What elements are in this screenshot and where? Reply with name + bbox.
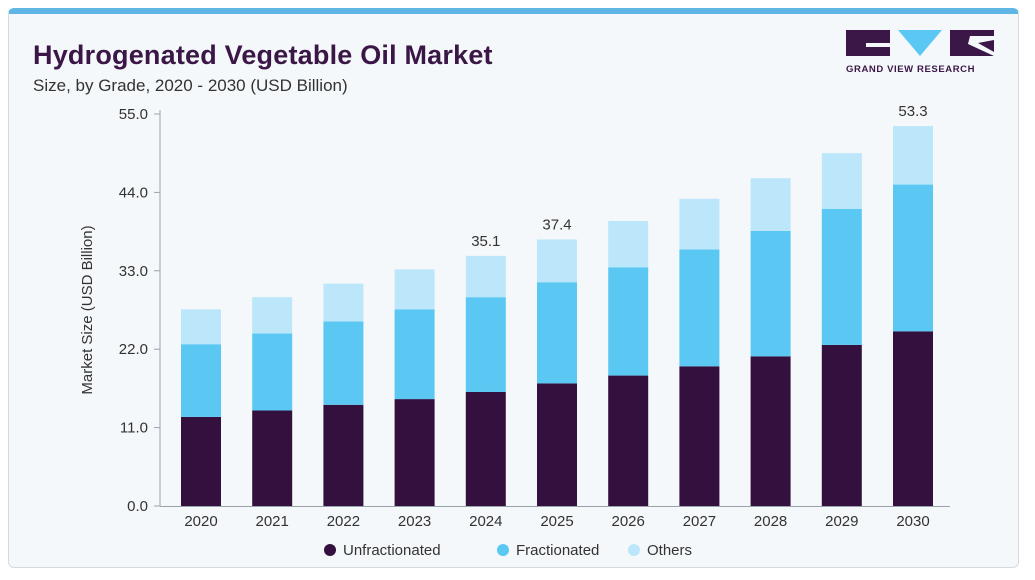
logo-text: GRAND VIEW RESEARCH bbox=[846, 64, 976, 75]
legend-label-others: Others bbox=[647, 542, 692, 559]
legend-label-fractionated: Fractionated bbox=[516, 542, 599, 559]
bar-segment-unfractionated-2020 bbox=[181, 416, 221, 506]
bar-segment-fractionated-2024 bbox=[465, 297, 506, 392]
bar-segment-unfractionated-2025 bbox=[537, 383, 577, 506]
y-tick-label: 44.0 bbox=[119, 184, 148, 201]
x-tick-label: 2027 bbox=[683, 513, 716, 530]
total-label-2024: 35.1 bbox=[471, 233, 500, 250]
bar-segment-fractionated-2025 bbox=[537, 282, 577, 384]
bar-segment-fractionated-2029 bbox=[821, 208, 862, 345]
bar-segment-unfractionated-2028 bbox=[750, 356, 791, 506]
x-tick-label: 2023 bbox=[398, 513, 431, 530]
legend-marker-unfractionated bbox=[324, 544, 336, 556]
bar-segment-unfractionated-2021 bbox=[252, 410, 293, 506]
bar-segment-fractionated-2030 bbox=[893, 184, 933, 332]
y-tick-label: 0.0 bbox=[127, 498, 148, 515]
x-tick-label: 2029 bbox=[825, 513, 858, 530]
x-tick-label: 2022 bbox=[327, 513, 360, 530]
bar-segment-fractionated-2023 bbox=[394, 309, 435, 400]
y-tick-label: 11.0 bbox=[120, 420, 148, 437]
bar-segment-others-2023 bbox=[394, 269, 435, 310]
bar-segment-fractionated-2028 bbox=[750, 230, 791, 357]
bar-segment-others-2027 bbox=[679, 198, 720, 250]
y-tick-label: 22.0 bbox=[119, 341, 148, 358]
bar-segment-fractionated-2026 bbox=[608, 267, 649, 376]
x-tick-label: 2026 bbox=[612, 513, 645, 530]
bar-segment-unfractionated-2023 bbox=[394, 399, 435, 506]
bar-segment-others-2022 bbox=[323, 283, 364, 322]
x-tick-label: 2021 bbox=[256, 513, 289, 530]
x-tick-label: 2024 bbox=[469, 513, 502, 530]
y-tick-label: 33.0 bbox=[119, 263, 148, 280]
bar-segment-others-2020 bbox=[181, 309, 221, 345]
bar-segment-others-2030 bbox=[893, 126, 933, 185]
bar-segment-unfractionated-2024 bbox=[465, 391, 506, 506]
chart-subtitle: Size, by Grade, 2020 - 2030 (USD Billion… bbox=[33, 76, 348, 95]
bar-segment-unfractionated-2026 bbox=[608, 375, 649, 506]
chart-title: Hydrogenated Vegetable Oil Market bbox=[33, 40, 493, 70]
x-tick-label: 2028 bbox=[754, 513, 787, 530]
bar-segment-others-2026 bbox=[608, 220, 649, 268]
bar-segment-fractionated-2020 bbox=[181, 344, 221, 417]
legend-marker-fractionated bbox=[497, 544, 509, 556]
bar-segment-fractionated-2022 bbox=[323, 321, 364, 405]
bar-segment-others-2029 bbox=[821, 153, 862, 209]
bar-segment-others-2028 bbox=[750, 178, 791, 231]
logo-mark-icon bbox=[846, 30, 994, 56]
total-label-2030: 53.3 bbox=[898, 103, 927, 120]
bar-segment-unfractionated-2030 bbox=[893, 331, 933, 506]
bar-segment-unfractionated-2027 bbox=[679, 366, 720, 506]
bar-segment-unfractionated-2022 bbox=[323, 404, 364, 506]
y-axis-label: Market Size (USD Billion) bbox=[79, 225, 96, 394]
legend-marker-others bbox=[628, 544, 640, 556]
y-tick-label: 55.0 bbox=[119, 106, 148, 123]
grand-view-research-logo: GRAND VIEW RESEARCH bbox=[846, 30, 996, 80]
legend-label-unfractionated: Unfractionated bbox=[343, 542, 441, 559]
bar-segment-others-2024 bbox=[465, 255, 506, 298]
total-label-2025: 37.4 bbox=[542, 216, 571, 233]
bar-segment-fractionated-2021 bbox=[252, 333, 293, 411]
x-tick-label: 2025 bbox=[540, 513, 573, 530]
bar-segment-others-2021 bbox=[252, 297, 293, 334]
bar-segment-unfractionated-2029 bbox=[821, 344, 862, 506]
x-tick-label: 2030 bbox=[896, 513, 929, 530]
x-tick-label: 2020 bbox=[184, 513, 217, 530]
bar-segment-others-2025 bbox=[537, 239, 577, 283]
bar-segment-fractionated-2027 bbox=[679, 249, 720, 367]
